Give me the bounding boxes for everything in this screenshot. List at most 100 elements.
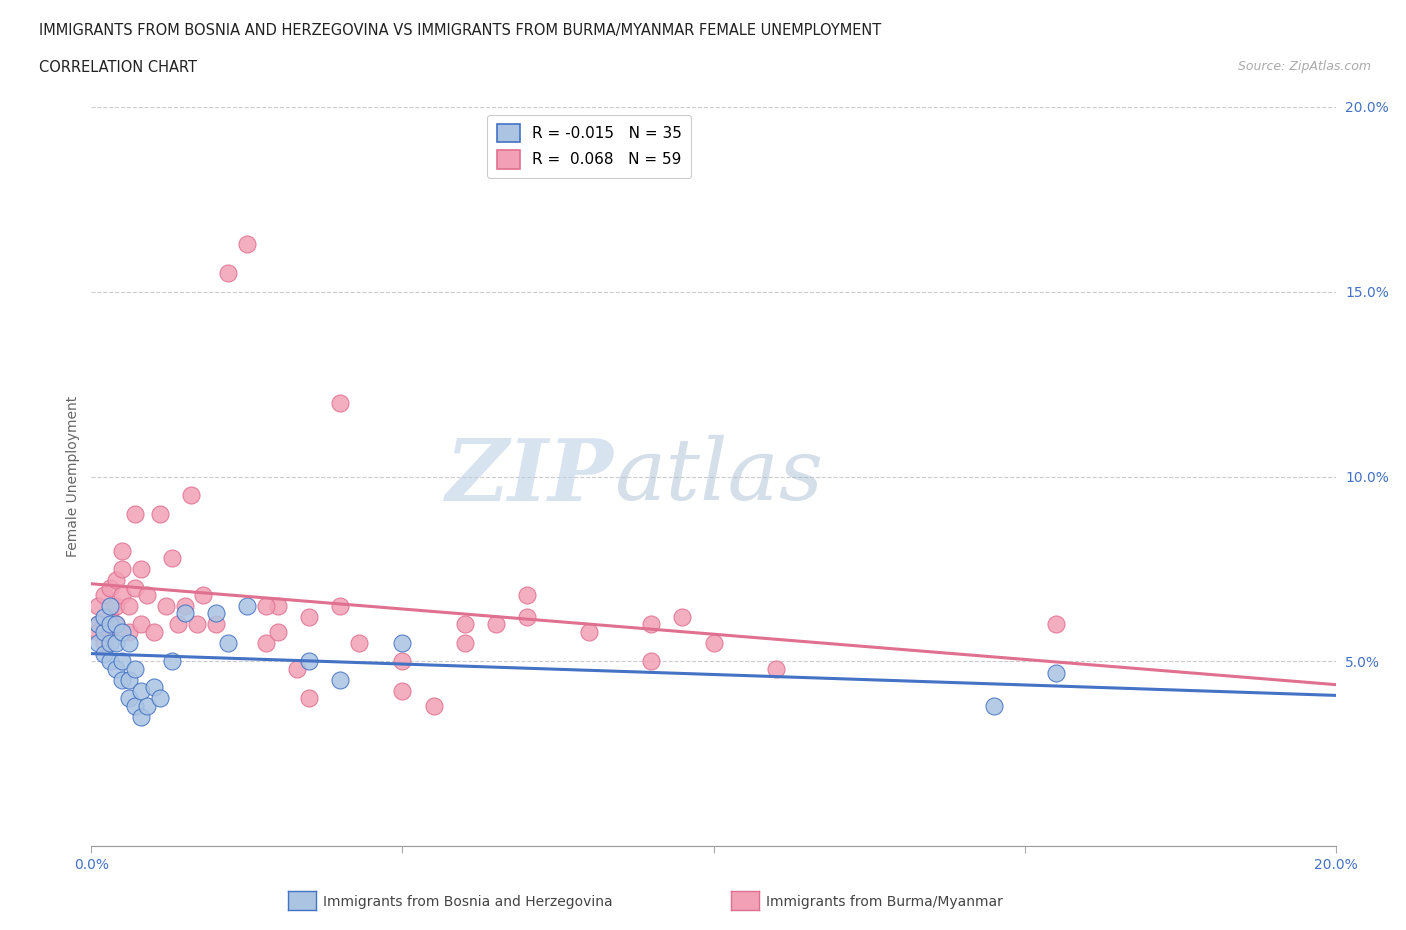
Point [173, 606, 195, 621]
Point [167, 618, 190, 632]
Point [118, 599, 141, 614]
Point [93, 624, 115, 639]
Text: Immigrants from Bosnia and Herzegovina: Immigrants from Bosnia and Herzegovina [323, 895, 613, 910]
Point [765, 661, 787, 676]
Point [111, 672, 134, 687]
Point [118, 672, 141, 687]
Point [124, 580, 146, 595]
Point [236, 599, 259, 614]
Point [98, 654, 121, 669]
Point [391, 684, 413, 698]
Point [111, 624, 134, 639]
Point [98, 610, 121, 625]
Text: Source: ZipAtlas.com: Source: ZipAtlas.com [1237, 60, 1371, 73]
Point [205, 618, 228, 632]
Point [105, 661, 128, 676]
Point [453, 635, 475, 650]
Point [1045, 618, 1067, 632]
Point [86, 599, 108, 614]
Point [93, 635, 115, 650]
Point [347, 635, 370, 650]
Point [129, 618, 152, 632]
Point [111, 562, 134, 577]
Point [254, 635, 277, 650]
Y-axis label: Female Unemployment: Female Unemployment [66, 396, 80, 557]
Point [640, 654, 662, 669]
Point [142, 624, 165, 639]
Point [162, 654, 184, 669]
Text: Immigrants from Burma/Myanmar: Immigrants from Burma/Myanmar [766, 895, 1002, 910]
Point [129, 562, 152, 577]
Text: atlas: atlas [614, 435, 823, 518]
Point [98, 618, 121, 632]
Point [329, 599, 352, 614]
Point [155, 599, 177, 614]
Point [422, 698, 444, 713]
Point [180, 487, 202, 502]
Point [111, 654, 134, 669]
Point [98, 635, 121, 650]
Point [111, 543, 134, 558]
Point [136, 698, 159, 713]
Point [173, 599, 195, 614]
Point [186, 618, 208, 632]
Point [254, 599, 277, 614]
Point [702, 635, 725, 650]
Point [149, 506, 172, 521]
Point [578, 624, 600, 639]
Point [105, 599, 128, 614]
Text: IMMIGRANTS FROM BOSNIA AND HERZEGOVINA VS IMMIGRANTS FROM BURMA/MYANMAR FEMALE U: IMMIGRANTS FROM BOSNIA AND HERZEGOVINA V… [39, 23, 882, 38]
Point [285, 661, 308, 676]
Point [93, 646, 115, 661]
Point [640, 618, 662, 632]
Point [105, 618, 128, 632]
Point [98, 624, 121, 639]
Point [329, 672, 352, 687]
Point [118, 624, 141, 639]
Point [298, 654, 321, 669]
Point [93, 618, 115, 632]
Point [124, 698, 146, 713]
Point [86, 618, 108, 632]
Point [193, 588, 215, 603]
Point [93, 610, 115, 625]
Point [391, 654, 413, 669]
Point [298, 610, 321, 625]
Point [983, 698, 1005, 713]
Point [105, 618, 128, 632]
Point [129, 684, 152, 698]
Legend: R = -0.015   N = 35, R =  0.068   N = 59: R = -0.015 N = 35, R = 0.068 N = 59 [488, 114, 690, 178]
Point [86, 618, 108, 632]
Point [93, 588, 115, 603]
Point [136, 588, 159, 603]
Point [485, 618, 508, 632]
Point [149, 691, 172, 706]
Point [217, 266, 239, 281]
Point [453, 618, 475, 632]
Point [162, 551, 184, 565]
Point [86, 635, 108, 650]
Point [124, 506, 146, 521]
Point [142, 680, 165, 695]
Point [217, 635, 239, 650]
Point [105, 635, 128, 650]
Text: ZIP: ZIP [446, 435, 614, 518]
Point [516, 588, 538, 603]
Point [118, 691, 141, 706]
Point [329, 395, 352, 410]
Point [124, 661, 146, 676]
Point [298, 691, 321, 706]
Point [671, 610, 693, 625]
Point [391, 635, 413, 650]
Point [105, 573, 128, 588]
Text: CORRELATION CHART: CORRELATION CHART [39, 60, 197, 75]
Point [1045, 665, 1067, 680]
Point [98, 599, 121, 614]
Point [205, 606, 228, 621]
Point [516, 610, 538, 625]
Point [267, 599, 290, 614]
Point [118, 635, 141, 650]
Point [111, 588, 134, 603]
Point [236, 236, 259, 251]
Point [267, 624, 290, 639]
